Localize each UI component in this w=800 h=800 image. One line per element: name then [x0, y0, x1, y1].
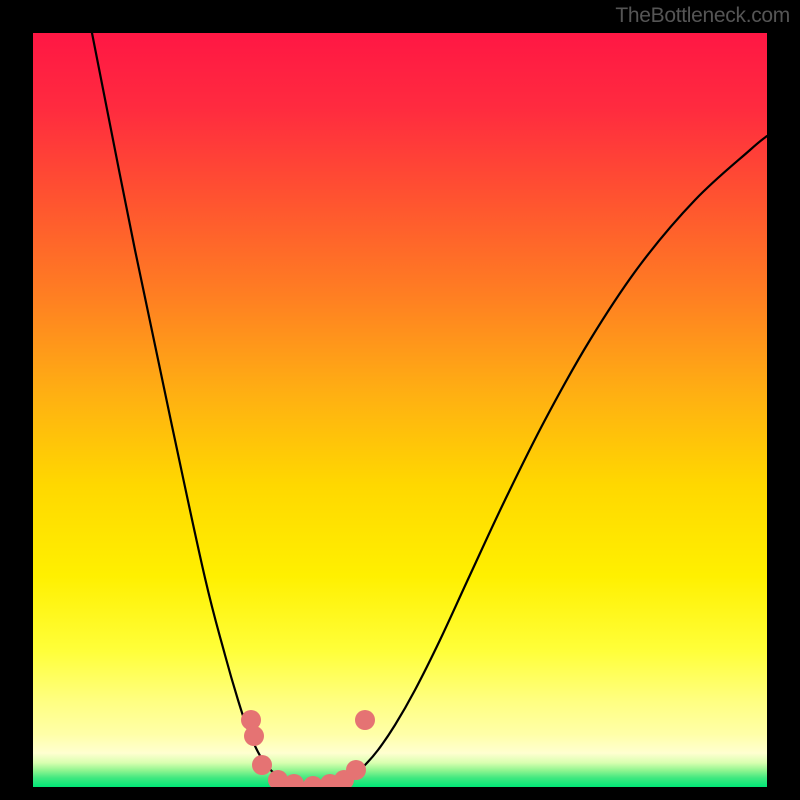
bottleneck-chart — [0, 0, 800, 800]
data-marker — [346, 760, 366, 780]
data-marker — [252, 755, 272, 775]
data-marker — [355, 710, 375, 730]
plot-area — [33, 33, 767, 787]
data-marker — [244, 726, 264, 746]
watermark-text: TheBottleneck.com — [615, 4, 790, 28]
